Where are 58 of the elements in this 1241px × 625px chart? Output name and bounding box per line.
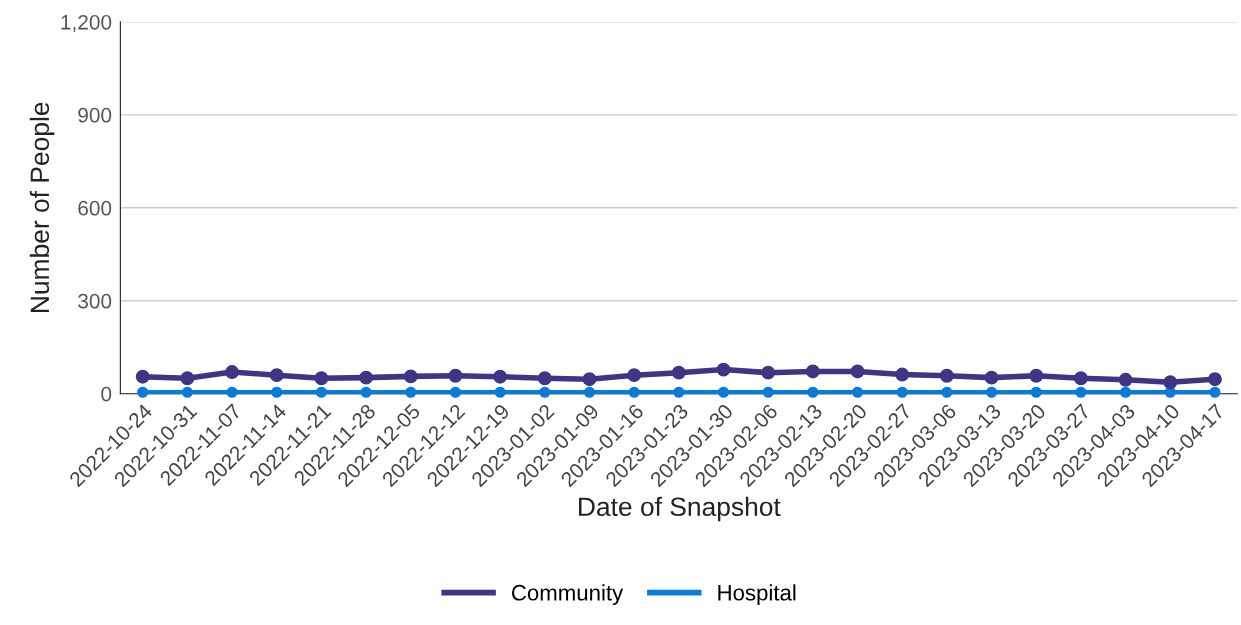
point — [449, 386, 462, 398]
point — [137, 386, 149, 398]
point — [939, 368, 954, 383]
point — [225, 365, 240, 380]
point — [1075, 386, 1087, 398]
point — [493, 369, 508, 384]
point — [1120, 386, 1132, 398]
point — [1209, 386, 1221, 398]
point — [1073, 371, 1088, 386]
point — [896, 386, 908, 398]
point — [673, 386, 685, 398]
point — [360, 386, 372, 398]
point — [180, 371, 195, 386]
point — [269, 368, 284, 383]
point — [405, 386, 417, 398]
y-axis-title: Number of People — [29, 102, 55, 312]
point — [448, 368, 463, 383]
point — [762, 386, 774, 398]
y-tick-label: 600 — [78, 200, 112, 216]
point — [941, 386, 953, 398]
point — [1030, 386, 1042, 398]
point — [805, 364, 820, 379]
y-tick-label: 900 — [78, 107, 112, 123]
point — [583, 386, 596, 398]
point — [181, 386, 193, 398]
point — [984, 370, 999, 385]
point — [271, 386, 283, 398]
point — [1029, 368, 1044, 383]
y-tick-label: 0 — [101, 386, 112, 402]
point — [628, 386, 640, 398]
point — [895, 367, 910, 382]
y-tick-label: 1,200 — [61, 14, 112, 33]
point — [582, 372, 597, 387]
point — [627, 368, 642, 383]
point — [494, 386, 506, 398]
point — [671, 365, 686, 380]
point — [226, 386, 238, 398]
point — [314, 371, 329, 386]
legend-label: Hospital — [718, 584, 796, 605]
point — [539, 386, 551, 398]
point — [135, 369, 150, 384]
point — [1163, 375, 1178, 390]
point — [403, 369, 418, 384]
point — [761, 365, 776, 380]
point — [717, 386, 730, 398]
point — [537, 371, 552, 386]
point — [1207, 372, 1222, 387]
point — [1118, 372, 1133, 387]
point — [359, 370, 374, 385]
legend-label: Community — [511, 584, 624, 605]
point — [986, 386, 998, 398]
point — [850, 364, 865, 379]
y-tick-label: 300 — [78, 293, 112, 309]
point — [716, 362, 731, 377]
point — [851, 386, 864, 398]
point — [807, 386, 819, 398]
x-axis-title: Date of Snapshot — [579, 496, 781, 522]
point — [315, 386, 327, 398]
